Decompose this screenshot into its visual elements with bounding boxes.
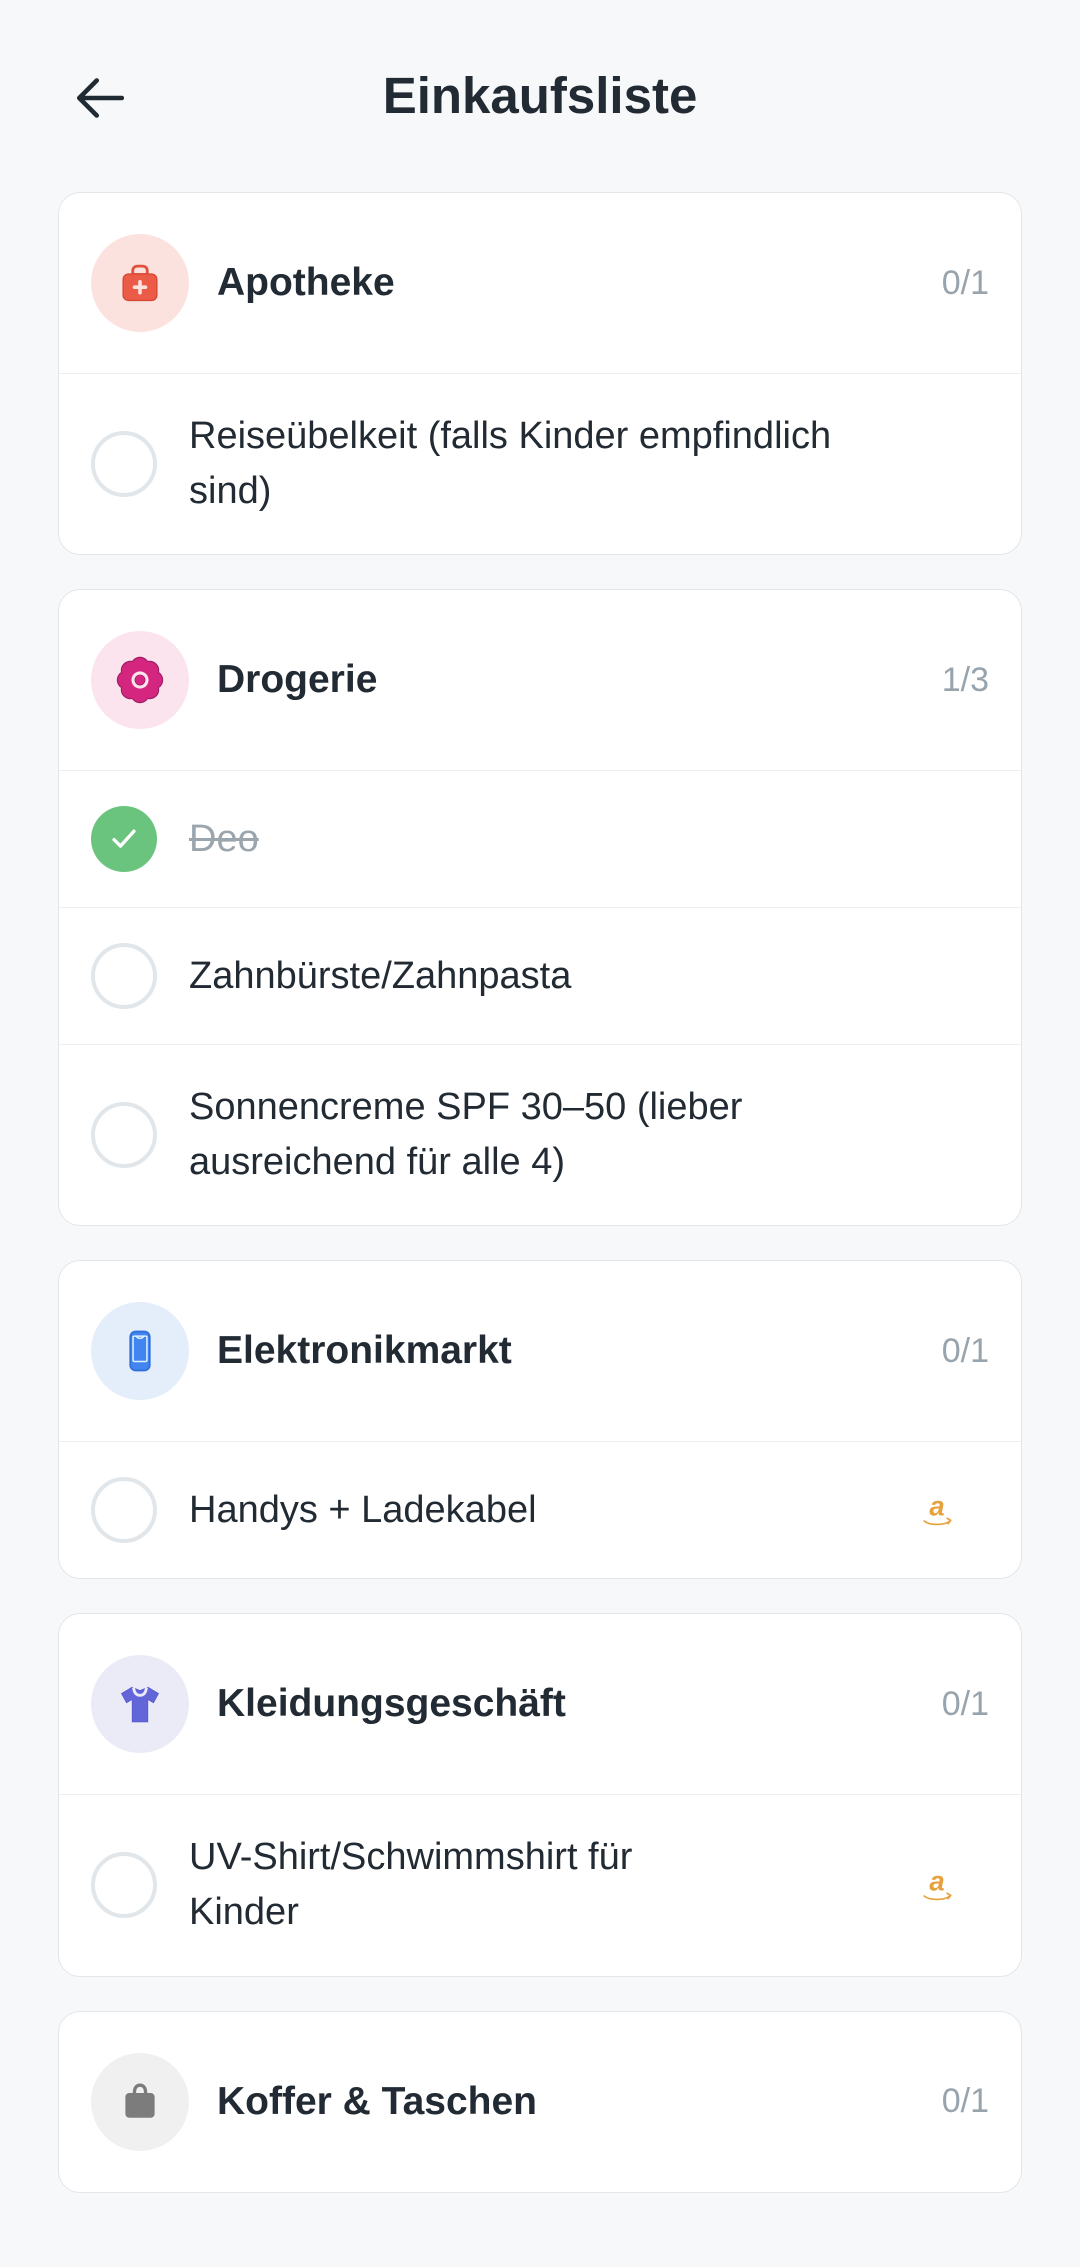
svg-text:a: a — [929, 1491, 944, 1522]
svg-text:a: a — [929, 1866, 944, 1897]
